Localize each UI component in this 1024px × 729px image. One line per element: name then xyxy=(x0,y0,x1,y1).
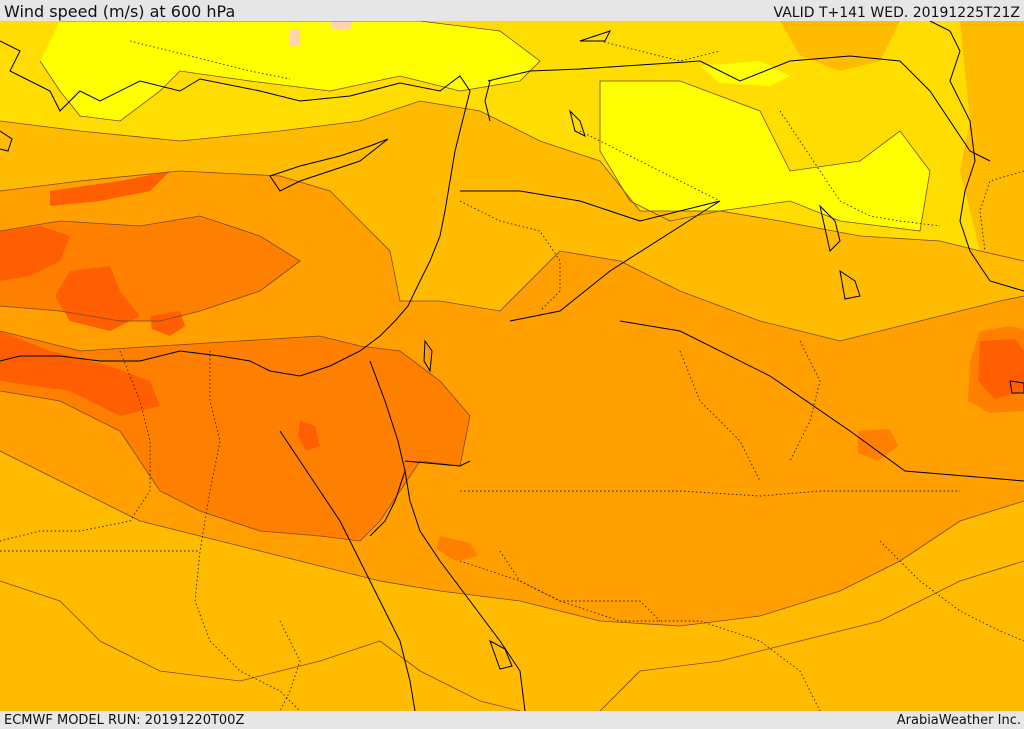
map-title: Wind speed (m/s) at 600 hPa xyxy=(4,2,236,21)
field-red-orange-4 xyxy=(0,331,160,416)
wind-speed-map xyxy=(0,21,1024,711)
valid-time: VALID T+141 WED. 20191225T21Z xyxy=(773,5,1020,21)
model-run: ECMWF MODEL RUN: 20191220T00Z xyxy=(4,713,245,728)
field-pale-pink-2 xyxy=(290,29,300,46)
political-borders xyxy=(0,40,1024,711)
field-red-orange-5 xyxy=(50,171,170,206)
credit: ArabiaWeather Inc. xyxy=(896,713,1021,728)
field-red-orange-2 xyxy=(55,266,140,331)
coastlines xyxy=(0,21,1024,711)
field-light-orange-east xyxy=(960,21,1024,261)
header-bar: Wind speed (m/s) at 600 hPa VALID T+141 … xyxy=(0,0,1024,21)
field-light-yellow-iraq xyxy=(600,81,930,231)
contour-lines xyxy=(0,21,1024,711)
field-light-yellow-east xyxy=(700,61,790,86)
field-dark-orange-iraq xyxy=(858,429,898,461)
footer-bar: ECMWF MODEL RUN: 20191220T00Z ArabiaWeat… xyxy=(0,711,1024,729)
field-red-orange-6 xyxy=(978,339,1024,399)
field-pale-pink xyxy=(330,21,352,29)
field-red-orange-1 xyxy=(0,226,70,281)
field-dark-orange-redsea xyxy=(436,536,478,561)
field-light-yellow-north xyxy=(40,21,540,121)
field-red-orange-7 xyxy=(298,421,320,451)
